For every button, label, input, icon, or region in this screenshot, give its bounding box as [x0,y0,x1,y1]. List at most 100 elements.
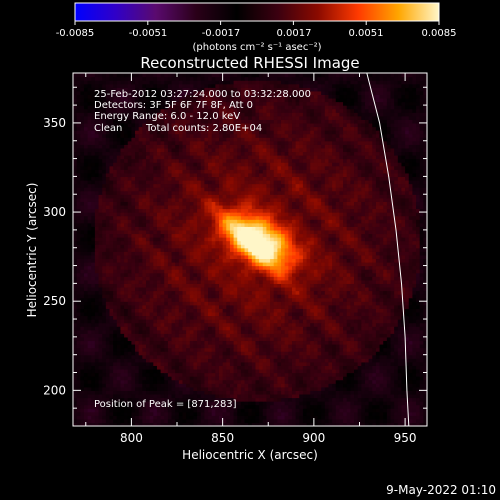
heatmap-cell [135,343,140,349]
heatmap-cell [124,401,129,406]
heatmap-cell [186,340,191,345]
heatmap-cell [229,265,235,270]
heatmap-cell [364,343,370,349]
heatmap-cell [109,329,114,334]
heatmap-cell [142,272,147,277]
heatmap-cell [259,265,264,270]
heatmap-cell [313,383,319,388]
heatmap-cell [248,297,253,302]
heatmap-cell [233,279,238,284]
heatmap-cell [218,244,224,249]
heatmap-cell [138,393,143,399]
heatmap-cell [102,283,107,288]
heatmap-cell [346,383,351,388]
heatmap-cell [83,286,89,292]
heatmap-cell [193,397,198,402]
heatmap-cell [364,322,370,327]
heatmap-cell [237,397,242,402]
heatmap-cell [149,304,154,309]
heatmap-cell [87,390,92,395]
heatmap-cell [178,379,184,384]
heatmap-cell [218,283,224,288]
heatmap-cell [379,290,384,295]
heatmap-cell [218,297,224,302]
heatmap-cell [379,254,384,260]
heatmap-cell [145,251,151,256]
heatmap-cell [120,415,125,420]
heatmap-cell [313,358,319,363]
heatmap-cell [364,340,370,345]
heatmap-cell [182,408,187,413]
heatmap-cell [189,251,195,256]
heatmap-cell [248,315,253,320]
heatmap-cell [270,297,275,302]
heatmap-cell [156,304,162,309]
heatmap-cell [178,347,184,352]
heatmap-cell [186,283,191,288]
heatmap-cell [73,358,78,363]
heatmap-cell [262,354,268,359]
heatmap-cell [215,251,220,256]
heatmap-cell [215,319,220,324]
heatmap-cell [116,422,122,426]
heatmap-cell [262,258,268,263]
heatmap-cell [244,329,249,334]
heatmap-cell [405,340,410,345]
heatmap-cell [321,401,326,406]
heatmap-cell [138,411,143,416]
heatmap-cell [423,265,427,270]
heatmap-cell [401,276,406,281]
heatmap-cell [266,326,271,331]
heatmap-cell [193,372,198,377]
heatmap-cell [416,322,421,327]
heatmap-cell [167,286,173,292]
heatmap-cell [135,411,140,416]
heatmap-cell [408,386,413,391]
heatmap-cell [233,404,238,409]
heatmap-cell [248,372,253,377]
heatmap-cell [332,265,337,270]
heatmap-cell [226,276,231,281]
heatmap-cell [266,290,271,295]
heatmap-cell [73,290,78,295]
heatmap-cell [240,368,246,374]
heatmap-cell [291,290,297,295]
heatmap-cell [98,304,103,309]
heatmap-cell [127,347,132,352]
heatmap-cell [416,347,421,352]
heatmap-cell [109,290,114,295]
heatmap-cell [73,261,78,267]
heatmap-cell [416,247,421,252]
heatmap-cell [372,294,377,299]
heatmap-cell [229,258,235,263]
heatmap-cell [73,393,78,399]
heatmap-cell [109,322,114,327]
heatmap-cell [80,368,85,374]
heatmap-cell [94,415,100,420]
heatmap-cell [164,351,169,356]
heatmap-cell [295,358,300,363]
heatmap-cell [116,418,122,424]
heatmap-cell [142,386,147,391]
heatmap-cell [408,326,413,331]
heatmap-cell [357,286,362,292]
heatmap-cell [244,365,249,370]
heatmap-cell [361,379,366,384]
heatmap-cell [284,290,289,295]
heatmap-cell [259,386,264,391]
heatmap-cell [105,240,111,245]
heatmap-cell [346,333,351,338]
heatmap-cell [397,301,403,306]
heatmap-cell [339,361,344,366]
heatmap-cell [302,322,308,327]
heatmap-cell [321,386,326,391]
heatmap-cell [233,358,238,363]
heatmap-cell [145,411,151,416]
heatmap-cell [105,351,111,356]
heatmap-cell [222,411,227,416]
heatmap-cell [175,286,180,292]
heatmap-cell [255,261,260,267]
heatmap-cell [145,283,151,288]
heatmap-cell [335,408,341,413]
heatmap-cell [171,351,176,356]
